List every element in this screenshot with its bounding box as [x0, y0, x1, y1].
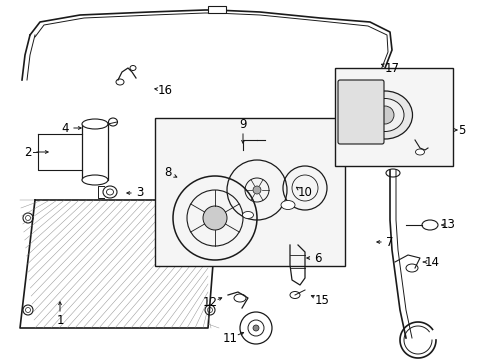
Circle shape — [252, 325, 259, 331]
Ellipse shape — [82, 175, 108, 185]
Ellipse shape — [207, 307, 212, 312]
Text: 14: 14 — [424, 256, 439, 269]
Ellipse shape — [375, 106, 393, 124]
Ellipse shape — [405, 264, 417, 272]
Text: 10: 10 — [297, 186, 312, 199]
Ellipse shape — [415, 149, 424, 155]
Ellipse shape — [207, 216, 212, 220]
Ellipse shape — [289, 292, 299, 298]
Text: 2: 2 — [24, 145, 32, 158]
Ellipse shape — [103, 186, 117, 198]
Text: 3: 3 — [136, 186, 143, 199]
Ellipse shape — [82, 119, 108, 129]
Text: 11: 11 — [222, 332, 237, 345]
Ellipse shape — [281, 201, 294, 210]
Text: 9: 9 — [239, 118, 246, 131]
Bar — [334, 68, 452, 166]
Text: 13: 13 — [440, 219, 454, 231]
Ellipse shape — [365, 99, 403, 131]
Text: 12: 12 — [202, 297, 217, 310]
Text: 7: 7 — [386, 235, 393, 248]
Ellipse shape — [385, 169, 399, 177]
Text: 16: 16 — [157, 84, 172, 96]
Ellipse shape — [108, 118, 117, 126]
Ellipse shape — [25, 307, 30, 312]
Ellipse shape — [421, 220, 437, 230]
Text: 6: 6 — [314, 252, 321, 265]
Ellipse shape — [204, 305, 215, 315]
Ellipse shape — [234, 294, 245, 302]
Bar — [82, 124, 108, 180]
Text: 4: 4 — [61, 122, 69, 135]
Ellipse shape — [116, 79, 124, 85]
Ellipse shape — [23, 305, 33, 315]
Circle shape — [203, 206, 226, 230]
Ellipse shape — [25, 216, 30, 220]
Ellipse shape — [204, 213, 215, 223]
Ellipse shape — [130, 66, 136, 71]
Ellipse shape — [23, 213, 33, 223]
Text: 17: 17 — [384, 62, 399, 75]
Ellipse shape — [106, 189, 113, 195]
Text: 5: 5 — [457, 123, 465, 136]
Text: 15: 15 — [314, 293, 329, 306]
Bar — [155, 118, 345, 266]
FancyBboxPatch shape — [337, 80, 383, 144]
Circle shape — [252, 186, 261, 194]
Text: 1: 1 — [56, 314, 63, 327]
Ellipse shape — [242, 211, 253, 219]
Bar — [207, 6, 225, 13]
Text: 8: 8 — [164, 166, 171, 180]
Ellipse shape — [357, 91, 412, 139]
